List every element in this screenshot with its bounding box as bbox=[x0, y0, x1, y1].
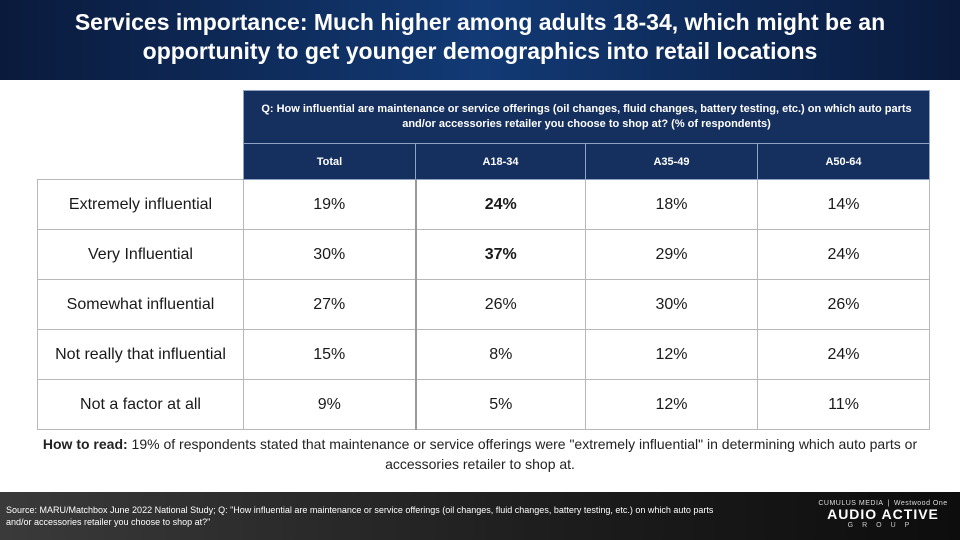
value-cell: 37% bbox=[414, 229, 586, 280]
logo-cumulus-text: CUMULUS MEDIA bbox=[818, 500, 884, 507]
table-row: Somewhat influential 27% 26% 30% 26% bbox=[37, 279, 930, 330]
how-to-read-label: How to read: bbox=[42, 436, 128, 452]
column-header: A35-49 bbox=[585, 143, 758, 180]
table-row: Not a factor at all 9% 5% 12% 11% bbox=[37, 379, 930, 430]
column-header: A50-64 bbox=[757, 143, 930, 180]
logo-sub-text: GROUP bbox=[847, 522, 919, 529]
footer-bar: Source: MARU/Matchbox June 2022 National… bbox=[0, 492, 960, 540]
table-row: Very Influential 30% 37% 29% 24% bbox=[37, 229, 930, 280]
page-title: Services importance: Much higher among a… bbox=[74, 9, 886, 64]
value-cell: 24% bbox=[757, 229, 930, 280]
audio-active-group-logo: CUMULUS MEDIA | Westwood One AUDIO ACTIV… bbox=[818, 500, 948, 529]
title-banner: Services importance: Much higher among a… bbox=[0, 0, 960, 80]
value-cell: 24% bbox=[414, 179, 586, 230]
value-cell: 30% bbox=[243, 229, 416, 280]
value-cell: 11% bbox=[757, 379, 930, 430]
value-cell: 30% bbox=[585, 279, 758, 330]
column-header: Total bbox=[243, 143, 416, 180]
logo-divider: | bbox=[887, 500, 890, 507]
table-corner bbox=[37, 90, 244, 180]
column-header: A18-34 bbox=[415, 143, 586, 180]
value-cell: 5% bbox=[414, 379, 586, 430]
logo-westwood-text: Westwood One bbox=[893, 500, 948, 507]
row-label: Extremely influential bbox=[37, 179, 244, 230]
value-cell: 19% bbox=[243, 179, 416, 230]
how-to-read-text: 19% of respondents stated that maintenan… bbox=[127, 436, 918, 472]
results-table: Q: How influential are maintenance or se… bbox=[37, 90, 930, 430]
table-row: Extremely influential 19% 24% 18% 14% bbox=[37, 179, 930, 230]
value-cell: 24% bbox=[757, 329, 930, 380]
value-cell: 8% bbox=[414, 329, 586, 380]
row-label: Not a factor at all bbox=[37, 379, 244, 430]
row-label: Very Influential bbox=[37, 229, 244, 280]
row-label: Not really that influential bbox=[37, 329, 244, 380]
value-cell: 12% bbox=[585, 379, 758, 430]
how-to-read-note: How to read: 19% of respondents stated t… bbox=[40, 434, 920, 474]
question-header: Q: How influential are maintenance or se… bbox=[243, 90, 930, 144]
logo-top-row: CUMULUS MEDIA | Westwood One bbox=[818, 500, 948, 507]
row-label: Somewhat influential bbox=[37, 279, 244, 330]
table-body: Extremely influential 19% 24% 18% 14% Very In… bbox=[37, 179, 930, 430]
logo-main-text: AUDIO ACTIVE bbox=[827, 506, 939, 522]
value-cell: 18% bbox=[585, 179, 758, 230]
value-cell: 12% bbox=[585, 329, 758, 380]
value-cell: 14% bbox=[757, 179, 930, 230]
value-cell: 15% bbox=[243, 329, 416, 380]
source-note: Source: MARU/Matchbox June 2022 National… bbox=[6, 505, 714, 527]
value-cell: 9% bbox=[243, 379, 416, 430]
value-cell: 27% bbox=[243, 279, 416, 330]
value-cell: 26% bbox=[414, 279, 586, 330]
value-cell: 29% bbox=[585, 229, 758, 280]
table-row: Not really that influential 15% 8% 12% 24% bbox=[37, 329, 930, 380]
value-cell: 26% bbox=[757, 279, 930, 330]
